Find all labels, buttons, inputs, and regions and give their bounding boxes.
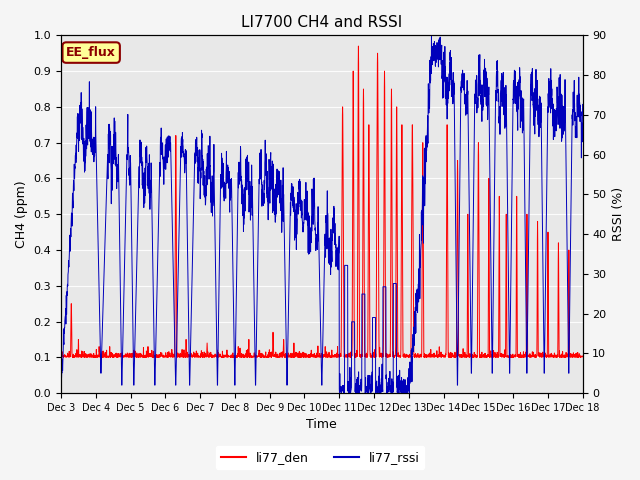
- Y-axis label: CH4 (ppm): CH4 (ppm): [15, 180, 28, 248]
- X-axis label: Time: Time: [307, 419, 337, 432]
- Text: EE_flux: EE_flux: [67, 46, 116, 59]
- Legend: li77_den, li77_rssi: li77_den, li77_rssi: [216, 446, 424, 469]
- Title: LI7700 CH4 and RSSI: LI7700 CH4 and RSSI: [241, 15, 403, 30]
- Y-axis label: RSSI (%): RSSI (%): [612, 187, 625, 241]
